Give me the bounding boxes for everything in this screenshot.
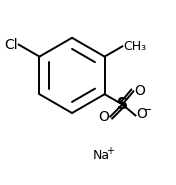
Text: CH₃: CH₃ (123, 40, 146, 53)
Text: Na: Na (93, 149, 110, 162)
Text: S: S (117, 97, 128, 112)
Text: O: O (134, 84, 145, 98)
Text: O: O (136, 107, 147, 121)
Text: −: − (143, 105, 153, 115)
Text: O: O (99, 110, 109, 124)
Text: +: + (106, 147, 115, 157)
Text: Cl: Cl (4, 38, 18, 52)
